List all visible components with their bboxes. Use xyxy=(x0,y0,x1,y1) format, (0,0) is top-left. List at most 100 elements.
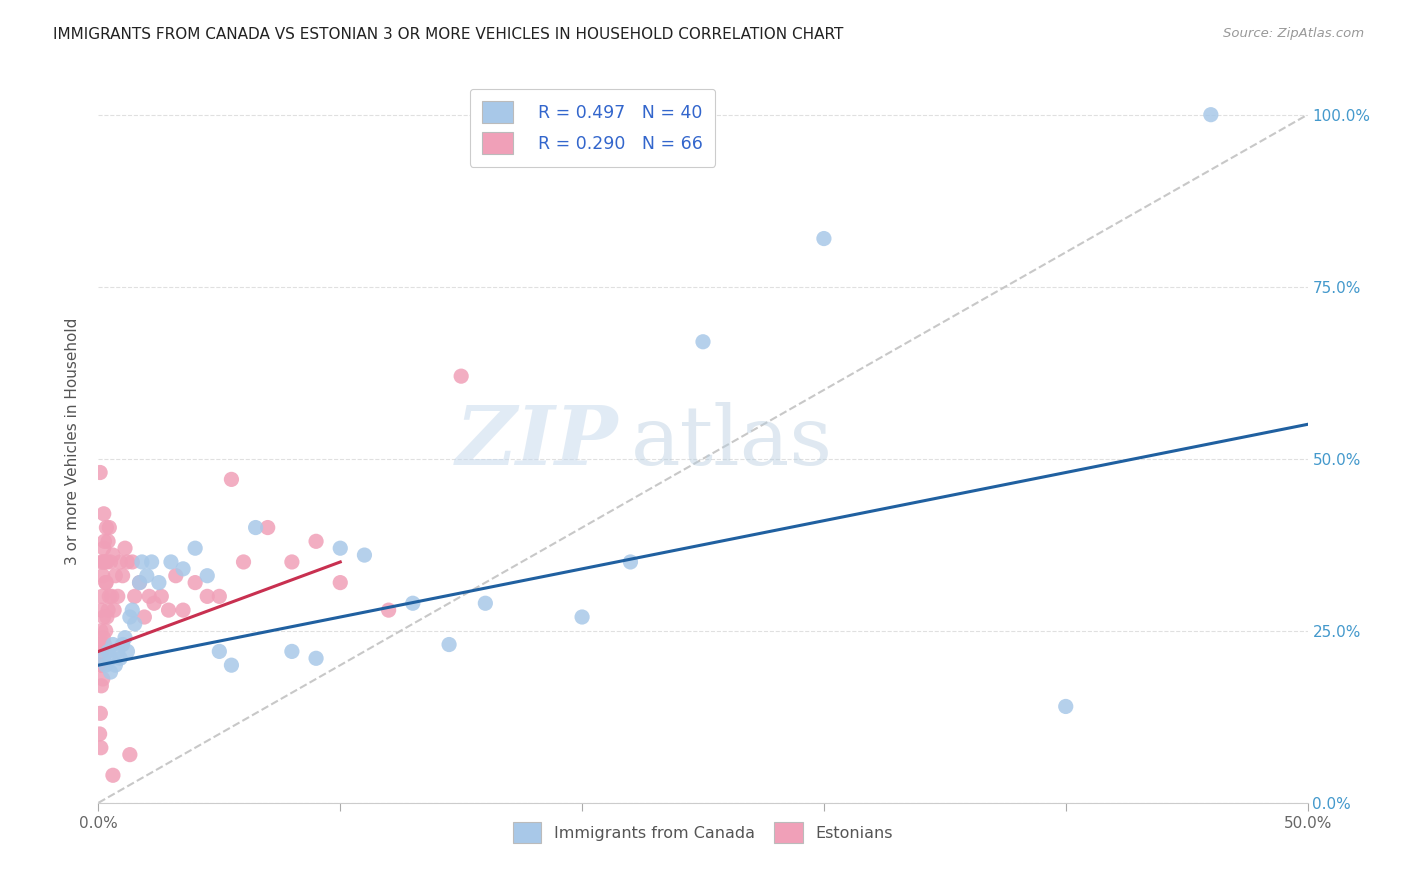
Point xyxy=(124,616,146,631)
Point xyxy=(93,610,115,624)
Text: IMMIGRANTS FROM CANADA VS ESTONIAN 3 OR MORE VEHICLES IN HOUSEHOLD CORRELATION C: IMMIGRANTS FROM CANADA VS ESTONIAN 3 OR … xyxy=(53,27,844,42)
Point xyxy=(619,555,641,569)
Point xyxy=(437,638,460,652)
Point xyxy=(135,568,157,582)
Point xyxy=(91,631,114,645)
Point xyxy=(111,638,134,652)
Point xyxy=(402,596,425,610)
Point xyxy=(305,651,328,665)
Point xyxy=(195,568,218,582)
Point xyxy=(98,590,121,604)
Point xyxy=(97,534,120,549)
Point xyxy=(474,596,496,610)
Point xyxy=(281,644,304,658)
Point xyxy=(172,603,194,617)
Point xyxy=(117,555,139,569)
Point xyxy=(160,555,183,569)
Text: ZIP: ZIP xyxy=(456,401,619,482)
Point xyxy=(208,644,231,658)
Point xyxy=(93,534,115,549)
Point xyxy=(108,651,131,665)
Point xyxy=(96,575,118,590)
Point xyxy=(90,624,112,638)
Point xyxy=(107,590,129,604)
Point xyxy=(89,658,111,673)
Point xyxy=(1054,699,1077,714)
Point xyxy=(281,555,304,569)
Point xyxy=(118,610,141,624)
Point xyxy=(305,534,328,549)
Point xyxy=(89,638,111,652)
Point xyxy=(107,644,129,658)
Point xyxy=(208,590,231,604)
Point xyxy=(256,520,278,534)
Point xyxy=(96,520,118,534)
Point xyxy=(97,644,120,658)
Point xyxy=(94,575,117,590)
Point xyxy=(157,603,180,617)
Point xyxy=(329,575,352,590)
Point xyxy=(571,610,593,624)
Point xyxy=(101,638,124,652)
Point xyxy=(100,555,122,569)
Point xyxy=(117,644,139,658)
Point xyxy=(100,651,122,665)
Point xyxy=(90,603,112,617)
Point xyxy=(96,610,118,624)
Point xyxy=(93,638,115,652)
Point xyxy=(148,575,170,590)
Point xyxy=(89,706,111,721)
Point xyxy=(184,541,207,556)
Point xyxy=(90,740,112,755)
Point xyxy=(90,658,112,673)
Point xyxy=(93,507,115,521)
Point xyxy=(131,555,153,569)
Point xyxy=(450,369,472,384)
Point xyxy=(813,231,835,245)
Point xyxy=(114,541,136,556)
Point xyxy=(114,631,136,645)
Point xyxy=(377,603,399,617)
Point xyxy=(245,520,267,534)
Point xyxy=(98,520,121,534)
Legend: Immigrants from Canada, Estonians: Immigrants from Canada, Estonians xyxy=(506,815,900,849)
Point xyxy=(118,747,141,762)
Point xyxy=(94,555,117,569)
Point xyxy=(104,568,127,582)
Point xyxy=(195,590,218,604)
Point xyxy=(108,555,131,569)
Point xyxy=(111,568,134,582)
Point xyxy=(692,334,714,349)
Point xyxy=(91,568,114,582)
Point xyxy=(103,603,125,617)
Point xyxy=(172,562,194,576)
Point xyxy=(100,590,122,604)
Point xyxy=(143,596,166,610)
Point xyxy=(150,590,173,604)
Point xyxy=(232,555,254,569)
Point xyxy=(165,568,187,582)
Point xyxy=(184,575,207,590)
Point xyxy=(221,472,243,486)
Point xyxy=(141,555,163,569)
Point xyxy=(121,603,143,617)
Point xyxy=(94,624,117,638)
Point xyxy=(89,727,111,741)
Point xyxy=(91,651,114,665)
Text: Source: ZipAtlas.com: Source: ZipAtlas.com xyxy=(1223,27,1364,40)
Point xyxy=(91,555,114,569)
Point xyxy=(93,541,115,556)
Point xyxy=(138,590,160,604)
Point xyxy=(1199,108,1222,122)
Point xyxy=(101,768,124,782)
Point xyxy=(90,679,112,693)
Point xyxy=(100,665,122,679)
Point xyxy=(128,575,150,590)
Point xyxy=(96,555,118,569)
Text: atlas: atlas xyxy=(630,401,832,482)
Point xyxy=(97,603,120,617)
Point xyxy=(91,644,114,658)
Point xyxy=(128,575,150,590)
Point xyxy=(91,590,114,604)
Point xyxy=(101,548,124,562)
